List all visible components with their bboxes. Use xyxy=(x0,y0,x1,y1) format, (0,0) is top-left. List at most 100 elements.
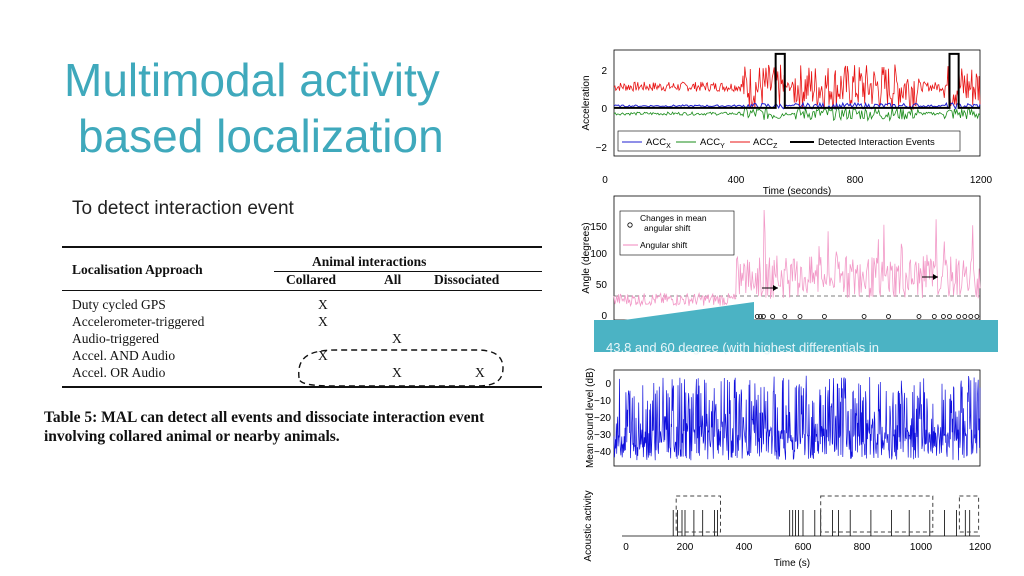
table-caption: Table 5: MAL can detect all events and d… xyxy=(44,409,485,445)
angle-ytick-2: 100 xyxy=(590,249,607,260)
mean-shift-marker xyxy=(782,314,788,319)
table-bottom-rule xyxy=(62,386,542,388)
acoustic-group-box xyxy=(675,495,721,533)
angle-arrowhead-1 xyxy=(773,285,778,291)
slide-subtitle: To detect interaction event xyxy=(72,198,294,219)
acc-xtick-1: 0 xyxy=(602,175,608,186)
mean-shift-marker xyxy=(797,314,803,319)
acc-z-line xyxy=(613,63,981,110)
acc-y-line xyxy=(613,105,981,122)
sound-ylabel: Mean sound level (dB) xyxy=(585,368,596,468)
sound-ytick-3: −20 xyxy=(594,413,611,424)
row-collared: X xyxy=(318,297,328,312)
sound-ytick-5: −40 xyxy=(594,447,611,458)
mean-shift-marker xyxy=(968,314,974,319)
ac-xtick-6: 1000 xyxy=(910,542,933,553)
angle-legend xyxy=(619,210,735,256)
acc-ylabel: Acceleration xyxy=(581,75,592,130)
table-top-rule xyxy=(62,246,542,248)
angle-ytick-4: 0 xyxy=(601,311,607,322)
acc-xtick-3: 800 xyxy=(847,175,864,186)
legend-circle-marker xyxy=(627,222,633,228)
ac-xtick-3: 400 xyxy=(736,542,753,553)
row-all: X xyxy=(392,331,402,346)
mean-shift-marker xyxy=(974,314,980,319)
mean-shift-marker xyxy=(754,314,760,319)
mean-shift-marker xyxy=(821,314,827,319)
acoustic-groups xyxy=(675,495,980,533)
sensor-figure: 2 0 −2 Acceleration 0 400 800 1200 Time … xyxy=(581,49,998,569)
row-dissociated: X xyxy=(475,365,485,380)
ac-xlabel: Time (s) xyxy=(774,558,810,569)
acc-ytick-2: 0 xyxy=(601,104,607,115)
legend-mean-shift-1: Changes in mean xyxy=(640,213,707,223)
acoustic-events xyxy=(672,510,971,536)
mean-shift-marker xyxy=(931,314,937,319)
mean-shift-marker xyxy=(947,314,952,319)
acoustic-group-box xyxy=(820,495,934,533)
legend-angular-shift: Angular shift xyxy=(640,240,688,250)
callout-banner xyxy=(594,320,998,352)
table-mid-rule xyxy=(62,290,542,291)
sound-panel: 0 −10 −20 −30 −40 Mean sound level (dB) xyxy=(585,368,981,468)
acoustic-panel: 0 200 400 600 800 1000 1200 Time (s) Aco… xyxy=(583,490,992,569)
mean-shift-marker xyxy=(770,314,776,319)
title-line-2: based localization xyxy=(78,110,444,162)
callout-banner-text: 43.8 and 60 degree (with highest differe… xyxy=(606,340,879,355)
ac-xtick-7: 1200 xyxy=(969,542,992,553)
detected-events-line xyxy=(614,52,980,109)
row-all: X xyxy=(392,365,402,380)
angle-ytick-1: 150 xyxy=(590,222,607,233)
row-name: Duty cycled GPS xyxy=(72,297,166,312)
row-name: Accel. AND Audio xyxy=(72,348,176,363)
ac-xtick-2: 200 xyxy=(677,542,694,553)
header-collared: Collared xyxy=(286,272,336,287)
ac-xtick-1: 0 xyxy=(623,542,629,553)
angle-panel: 150 100 50 0 Angle (degrees) 00 Changes … xyxy=(581,195,995,344)
slide-title: Multimodal activity based localization xyxy=(64,52,544,164)
legend-acc-z: ACCZ xyxy=(753,137,778,150)
acc-xlabel: Time (seconds) xyxy=(763,186,832,197)
angular-shift-line xyxy=(613,209,981,308)
legend-events: Detected Interaction Events xyxy=(818,137,935,148)
acc-ytick-3: −2 xyxy=(596,143,608,154)
acceleration-panel: 2 0 −2 Acceleration 0 400 800 1200 Time … xyxy=(581,49,993,197)
sound-ytick-1: 0 xyxy=(605,379,611,390)
sound-ytick-4: −30 xyxy=(594,430,611,441)
title-line-1: Multimodal activity xyxy=(64,54,440,106)
mean-shift-marker xyxy=(757,314,763,319)
acc-ytick-1: 2 xyxy=(601,66,607,77)
mean-shift-marker xyxy=(962,314,968,319)
header-group: Animal interactions xyxy=(312,254,427,269)
mean-shift-marker xyxy=(760,314,766,319)
sound-ytick-2: −10 xyxy=(594,396,611,407)
header-dissociated: Dissociated xyxy=(434,272,500,287)
ac-xtick-5: 800 xyxy=(854,542,871,553)
mean-shift-marker xyxy=(940,314,946,319)
legend-acc-x: ACCX xyxy=(646,137,671,150)
mean-shift-marker xyxy=(956,314,962,319)
mean-shift-marker xyxy=(861,314,867,319)
dashed-group-outline xyxy=(298,349,504,387)
legend-mean-shift-2: angular shift xyxy=(644,223,691,233)
acc-xtick-4: 1200 xyxy=(970,175,993,186)
mean-shift-markers xyxy=(754,314,980,319)
acc-x-line xyxy=(613,101,981,111)
acoustic-group-box xyxy=(958,495,980,533)
row-name: Accelerometer-triggered xyxy=(72,314,205,329)
row-collared: X xyxy=(318,314,328,329)
mean-shift-marker xyxy=(916,314,922,319)
mean-shift-marker xyxy=(886,314,891,319)
acc-xtick-2: 400 xyxy=(728,175,745,186)
ac-xtick-4: 600 xyxy=(795,542,812,553)
angle-ylabel: Angle (degrees) xyxy=(581,222,592,293)
header-approach: Localisation Approach xyxy=(72,262,203,277)
header-all: All xyxy=(384,272,402,287)
angle-arrowhead-2 xyxy=(933,274,938,280)
legend-acc-y: ACCY xyxy=(700,137,725,150)
banner-tail xyxy=(624,302,754,320)
acc-legend xyxy=(617,130,961,152)
header-group-rule xyxy=(274,271,542,272)
row-name: Audio-triggered xyxy=(72,331,159,346)
ac-ylabel: Acoustic activity xyxy=(583,490,594,561)
